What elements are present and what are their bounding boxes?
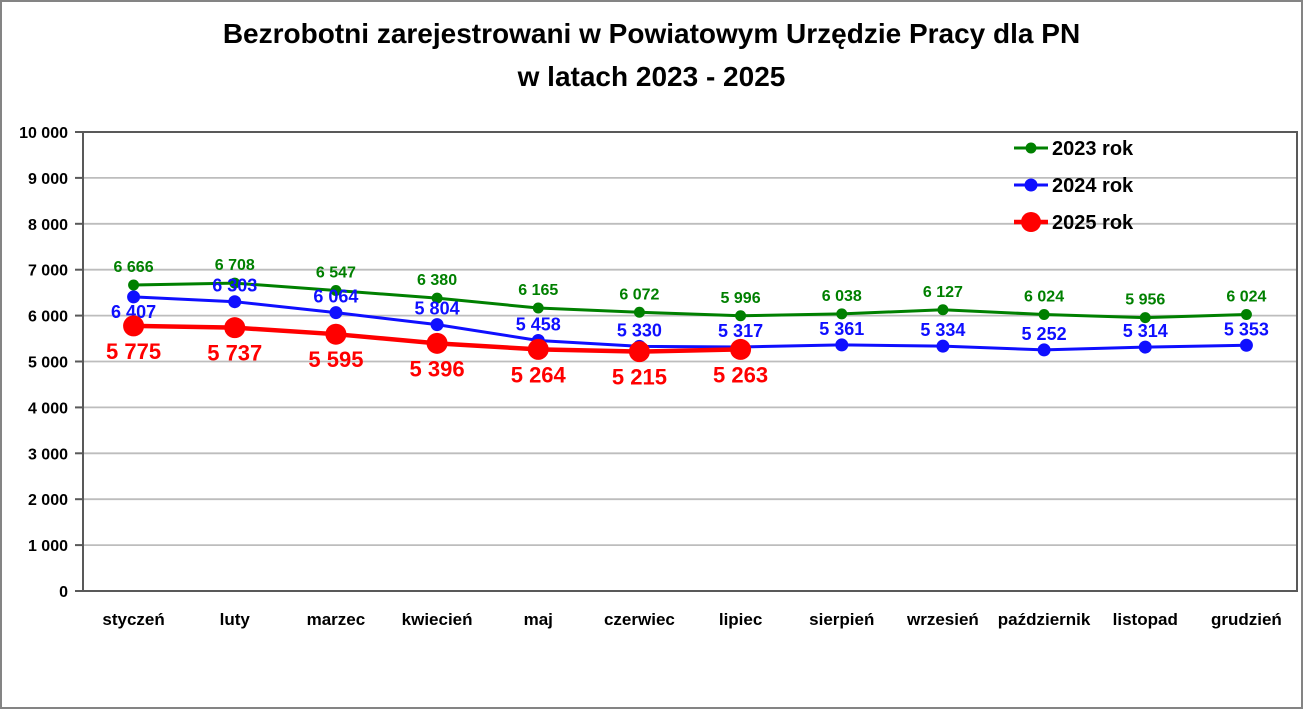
data-label: 6 038: [822, 288, 862, 305]
data-point-marker: [1139, 312, 1151, 324]
x-axis-label: kwiecień: [402, 610, 473, 629]
legend-marker-2025-rok: [1021, 212, 1041, 232]
legend-marker-2024-rok: [1024, 178, 1038, 192]
data-point-marker: [1038, 308, 1050, 320]
data-label: 6 407: [111, 302, 156, 322]
data-label: 5 396: [410, 356, 465, 381]
data-label: 6 064: [313, 287, 358, 307]
data-point-marker: [128, 279, 140, 291]
data-point-marker: [127, 290, 141, 304]
data-point-marker: [426, 332, 448, 354]
data-label: 5 361: [819, 319, 864, 339]
data-label: 6 547: [316, 264, 356, 281]
y-axis-tick-label: 0: [59, 584, 68, 601]
chart-title-line1: Bezrobotni zarejestrowani w Powiatowym U…: [222, 18, 1081, 49]
series-line-2024-rok: [133, 295, 1247, 352]
data-label: 5 264: [511, 362, 567, 387]
data-point-marker: [936, 339, 950, 353]
data-label: 5 330: [617, 320, 662, 340]
data-point-marker: [937, 304, 949, 316]
data-label: 6 024: [1226, 288, 1266, 305]
data-point-marker: [527, 338, 549, 360]
x-axis-label: styczeń: [102, 610, 164, 629]
data-point-marker: [229, 277, 241, 289]
data-label: 6 708: [215, 257, 255, 274]
data-point-marker: [329, 306, 343, 320]
x-axis-label: luty: [220, 610, 251, 629]
chart-title-line2: w latach 2023 - 2025: [517, 61, 786, 92]
x-axis-label: czerwiec: [604, 610, 675, 629]
y-axis-tick-label: 8 000: [28, 217, 68, 234]
x-axis-label: grudzień: [1211, 610, 1282, 629]
x-axis-label: maj: [524, 610, 553, 629]
data-point-marker: [730, 338, 752, 360]
chart-title: Bezrobotni zarejestrowani w Powiatowym U…: [2, 12, 1301, 98]
data-point-marker: [835, 338, 849, 352]
x-axis-label: październik: [998, 610, 1091, 629]
data-point-marker: [430, 318, 444, 332]
x-axis-label: lipiec: [719, 610, 762, 629]
y-axis-tick-label: 10 000: [19, 125, 68, 142]
data-label: 5 353: [1224, 319, 1269, 339]
data-label: 5 215: [612, 365, 667, 390]
legend-marker-2023-rok: [1025, 142, 1037, 154]
data-point-marker: [1239, 338, 1253, 352]
data-label: 5 263: [713, 362, 768, 387]
data-label: 5 317: [718, 321, 763, 341]
data-point-marker: [1037, 343, 1051, 357]
data-point-marker: [836, 308, 848, 320]
data-point-marker: [224, 317, 246, 339]
data-label: 5 775: [106, 339, 161, 364]
y-axis-tick-label: 1 000: [28, 538, 68, 555]
y-axis-tick-label: 2 000: [28, 492, 68, 509]
y-axis-tick-label: 7 000: [28, 263, 68, 280]
data-label: 5 956: [1125, 292, 1165, 309]
data-point-marker: [633, 306, 645, 318]
data-point-marker: [735, 310, 747, 322]
data-label: 5 334: [920, 320, 965, 340]
data-point-marker: [1138, 340, 1152, 354]
data-label: 5 996: [721, 290, 761, 307]
y-axis-tick-label: 5 000: [28, 355, 68, 372]
data-label: 6 303: [212, 276, 257, 296]
series-line-2023-rok: [133, 281, 1247, 320]
data-point-marker: [330, 284, 342, 296]
x-axis-label: listopad: [1113, 610, 1178, 629]
data-label: 5 595: [308, 347, 363, 372]
data-point-marker: [325, 323, 347, 345]
data-point-marker: [228, 295, 242, 309]
legend-item-2024-rok: 2024 rok: [1052, 175, 1134, 197]
data-label: 6 165: [518, 282, 558, 299]
legend-item-2023-rok: 2023 rok: [1052, 138, 1134, 160]
data-point-marker: [123, 315, 145, 337]
data-label: 6 127: [923, 284, 963, 301]
data-label: 6 072: [619, 286, 659, 303]
x-axis-label: sierpień: [809, 610, 874, 629]
data-point-marker: [431, 292, 443, 304]
x-axis-label: wrzesień: [906, 610, 979, 629]
data-point-marker: [532, 302, 544, 314]
data-label: 5 804: [415, 299, 460, 319]
legend-item-2025-rok: 2025 rok: [1052, 212, 1134, 234]
data-label: 6 666: [114, 259, 154, 276]
y-axis-tick-label: 4 000: [28, 400, 68, 417]
data-label: 5 458: [516, 314, 561, 334]
y-axis-tick-label: 6 000: [28, 309, 68, 326]
data-label: 5 314: [1123, 321, 1168, 341]
y-axis-tick-label: 3 000: [28, 446, 68, 463]
y-axis-tick-label: 9 000: [28, 171, 68, 188]
data-label: 6 380: [417, 272, 457, 289]
data-label: 5 737: [207, 341, 262, 366]
data-label: 6 024: [1024, 288, 1064, 305]
data-point-marker: [1240, 308, 1252, 320]
x-axis-label: marzec: [307, 610, 366, 629]
data-label: 5 252: [1022, 324, 1067, 344]
data-point-marker: [628, 341, 650, 363]
